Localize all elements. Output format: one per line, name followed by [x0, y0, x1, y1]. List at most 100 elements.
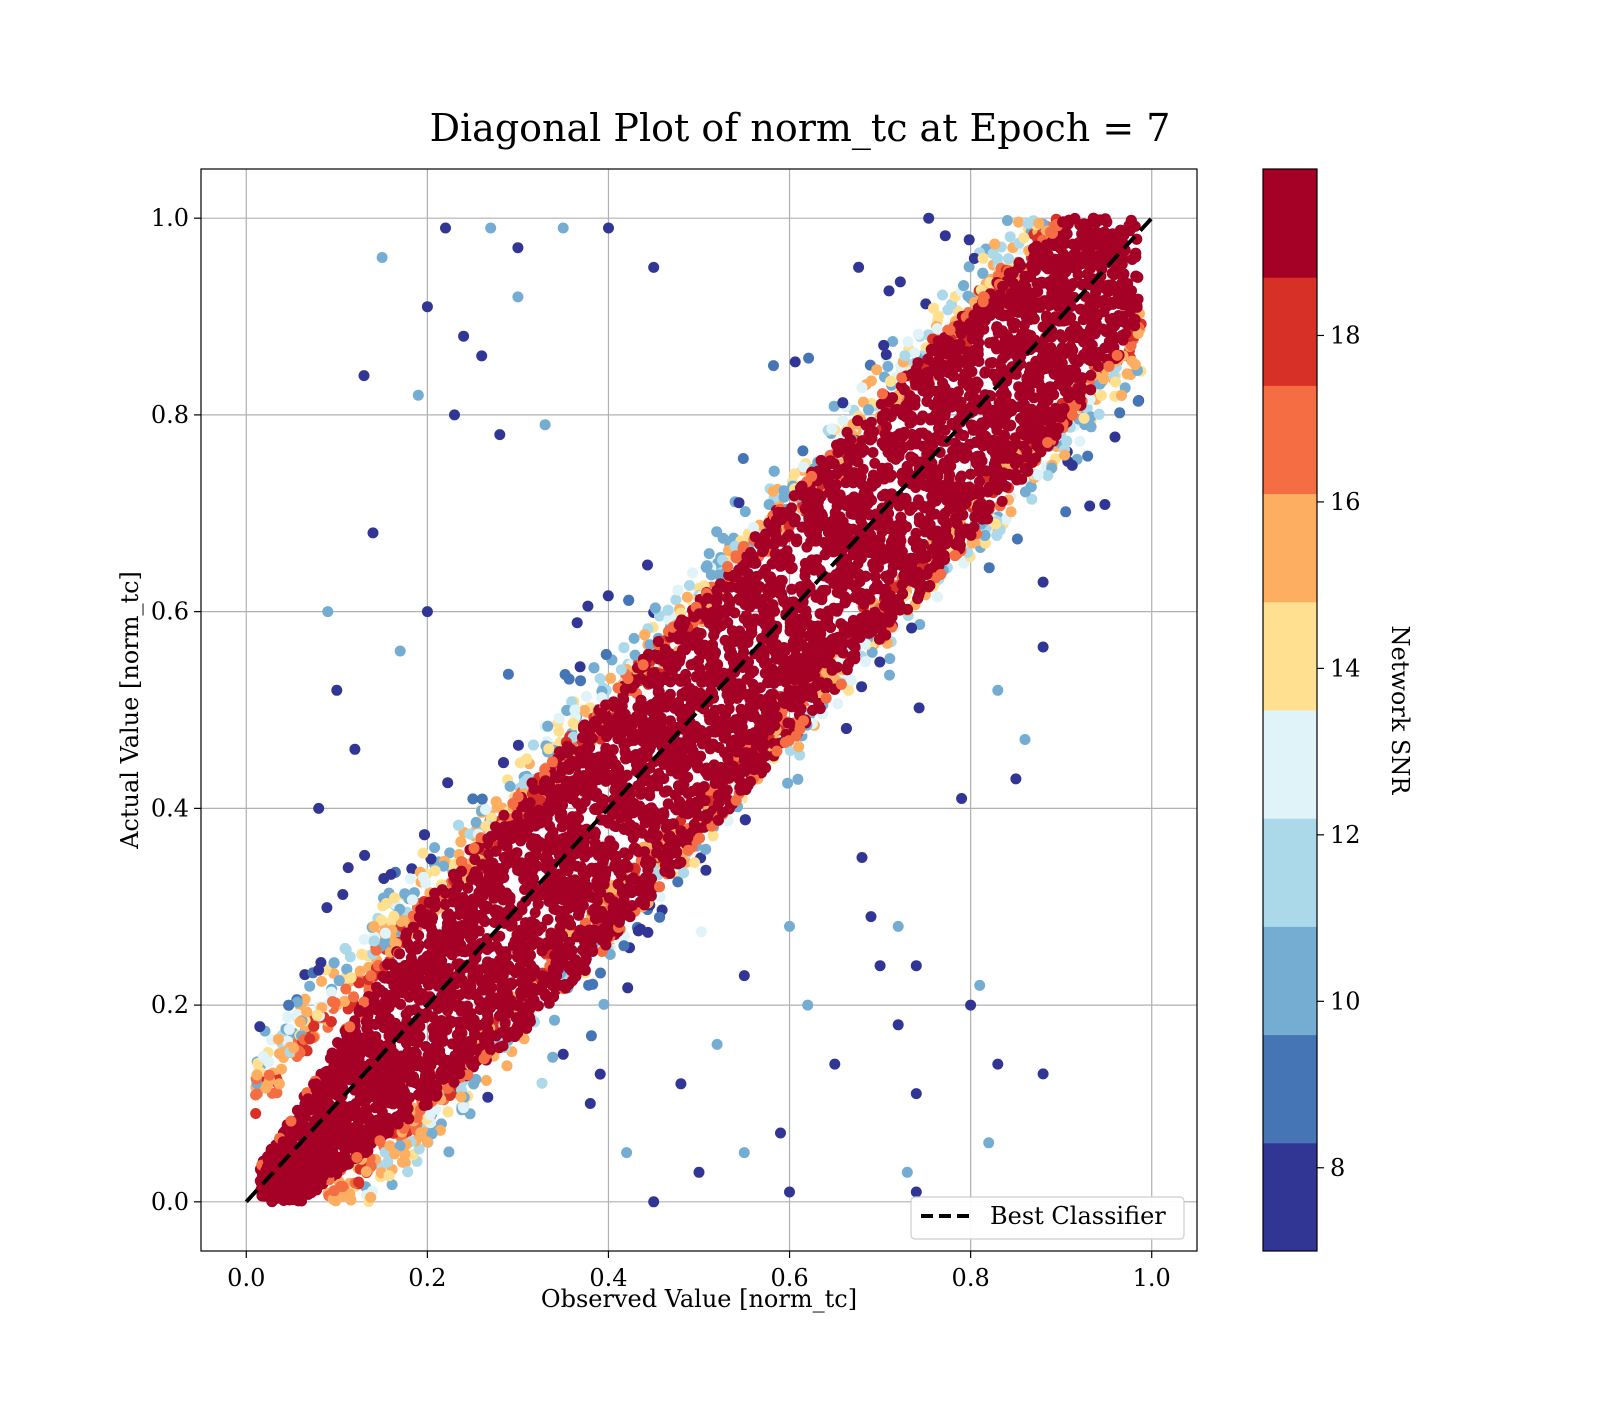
scatter-point	[965, 1000, 976, 1011]
scatter-point	[958, 280, 969, 291]
scatter-point	[340, 943, 351, 954]
plot-area	[201, 169, 1197, 1251]
scatter-point	[553, 726, 564, 737]
scatter-point	[670, 594, 681, 605]
scatter-point	[601, 649, 612, 660]
scatter-point	[512, 242, 523, 253]
scatter-point	[700, 865, 711, 876]
scatter-point	[402, 1166, 413, 1177]
scatter-point	[616, 664, 627, 675]
scatter-point	[575, 675, 586, 686]
scatter-point	[583, 980, 594, 991]
scatter-point	[440, 223, 451, 234]
scatter-point	[301, 1007, 312, 1018]
scatter-point	[937, 290, 948, 301]
scatter-point	[989, 239, 1000, 250]
scatter-point	[359, 370, 370, 381]
scatter-point	[768, 360, 779, 371]
scatter-point	[455, 836, 466, 847]
scatter-point	[418, 872, 429, 883]
scatter-point	[829, 1059, 840, 1070]
scatter-point	[696, 926, 707, 937]
scatter-point	[734, 497, 745, 508]
scatter-point	[704, 548, 715, 559]
scatter-point	[826, 423, 837, 434]
scatter-point	[974, 980, 985, 991]
scatter-point	[623, 595, 634, 606]
scatter-point	[648, 1196, 659, 1207]
scatter-point	[558, 1049, 569, 1060]
scatter-point	[359, 934, 370, 945]
scatter-point	[899, 350, 910, 361]
scatter-point	[471, 817, 482, 828]
scatter-point	[712, 1039, 723, 1050]
scatter-point	[395, 646, 406, 657]
scatter-point	[797, 445, 808, 456]
scatter-point	[1110, 377, 1121, 388]
scatter-point	[458, 1102, 469, 1113]
scatter-point	[494, 429, 505, 440]
scatter-point	[564, 674, 575, 685]
scatter-point	[740, 506, 751, 517]
scatter-point	[769, 466, 780, 477]
scatter-point	[480, 804, 491, 815]
scatter-point	[313, 965, 324, 976]
scatter-point	[502, 1060, 513, 1071]
scatter-point	[1114, 407, 1125, 418]
scatter-point	[537, 1078, 548, 1089]
scatter-point	[837, 397, 848, 408]
scatter-point	[491, 796, 502, 807]
scatter-point	[739, 1147, 750, 1158]
scatter-point	[866, 911, 877, 922]
scatter-point	[498, 757, 509, 768]
scatter-point	[782, 778, 793, 789]
scatter-point	[978, 253, 989, 264]
scatter-point	[672, 585, 683, 596]
scatter-point	[857, 852, 868, 863]
scatter-point	[684, 580, 695, 591]
scatter-points	[250, 213, 1147, 1208]
scatter-point	[738, 453, 749, 464]
scatter-point	[1094, 409, 1105, 420]
scatter-point	[988, 248, 999, 259]
scatter-point	[1099, 499, 1110, 510]
scatter-point	[911, 1187, 922, 1198]
scatter-point	[263, 1057, 274, 1068]
scatter-point	[322, 606, 333, 617]
scatter-point	[1038, 1068, 1049, 1079]
scatter-point	[419, 829, 430, 840]
scatter-point	[558, 223, 569, 234]
scatter-point	[618, 642, 629, 653]
scatter-point	[672, 876, 683, 887]
scatter-point	[911, 1088, 922, 1099]
scatter-point	[1038, 577, 1049, 588]
scatter-point	[1059, 450, 1070, 461]
scatter-point	[603, 590, 614, 601]
scatter-point	[377, 252, 388, 263]
scatter-point	[1084, 501, 1095, 512]
scatter-point	[407, 894, 418, 905]
scatter-point	[485, 223, 496, 234]
scatter-point	[740, 814, 751, 825]
scatter-point	[368, 921, 379, 932]
scatter-point	[911, 960, 922, 971]
scatter-point	[250, 1108, 261, 1119]
scatter-point	[304, 981, 315, 992]
scatter-point	[304, 1033, 315, 1044]
scatter-point	[1010, 773, 1021, 784]
scatter-point	[276, 1064, 287, 1075]
scatter-point	[1033, 469, 1044, 480]
scatter-point	[635, 924, 646, 935]
scatter-point	[1005, 231, 1016, 242]
scatter-point	[992, 1059, 1003, 1070]
scatter-point	[1067, 460, 1078, 471]
scatter-point	[622, 982, 633, 993]
scatter-point	[586, 1030, 597, 1041]
scatter-point	[371, 945, 382, 956]
scatter-point	[866, 375, 877, 386]
scatter-point	[779, 492, 790, 503]
scatter-point	[585, 1098, 596, 1109]
scatter-point	[932, 591, 943, 602]
scatter-point	[1079, 413, 1090, 424]
